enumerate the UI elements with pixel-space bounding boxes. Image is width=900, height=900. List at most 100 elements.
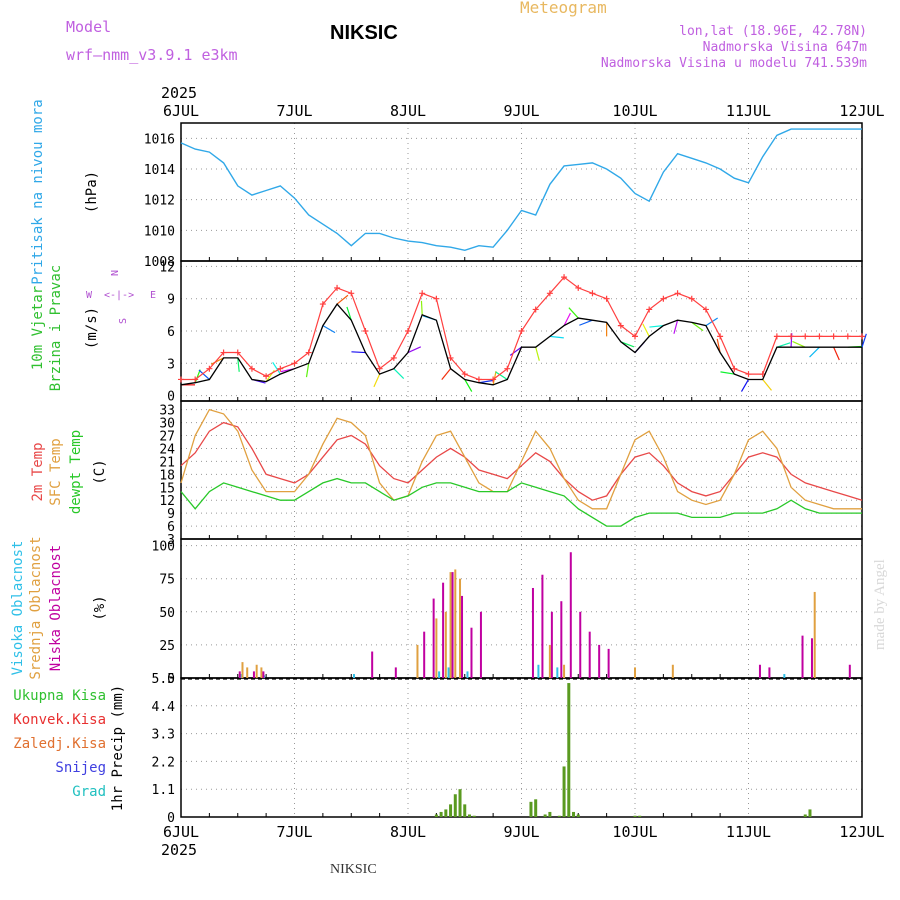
cloud-mid-bar [246, 667, 249, 678]
gust-marker [447, 354, 454, 361]
cloud-mid-bar [563, 664, 566, 678]
x-tick-label-bottom: 12JUL [839, 823, 884, 841]
x-tick-label-top: 7JUL [276, 102, 312, 120]
y-tick-label: 12 [159, 494, 175, 509]
cloud-low-bar [579, 611, 582, 678]
precip-bar [638, 815, 642, 817]
cloud-mid-bar [449, 572, 452, 678]
precip-bar [463, 804, 467, 817]
cloud-low-bar [768, 667, 771, 678]
cloud-mid-bar [671, 664, 674, 678]
precip-bar [548, 811, 552, 817]
gust-marker [305, 349, 312, 356]
cloud-mid-bar [255, 664, 258, 678]
y-tick-label: 33 [159, 404, 175, 419]
x-tick-label-bottom: 10JUL [612, 823, 657, 841]
wind-arrow [194, 369, 201, 383]
wind-arrow [441, 368, 452, 380]
wind-arrow [740, 379, 750, 392]
model-name: wrf—nmm_v3.9.1 e3km [66, 46, 238, 64]
gust-marker [632, 333, 638, 340]
gust-marker [859, 333, 865, 340]
cloud-low-bar [810, 638, 813, 678]
cloud-mid-bar [548, 644, 551, 678]
y-tick-label: 25 [159, 639, 175, 654]
gust-marker [291, 360, 298, 367]
gust-marker [830, 333, 837, 340]
gust-marker [504, 365, 511, 372]
wind-arrow [568, 307, 579, 319]
precip-bar [633, 815, 637, 817]
y-tick-label: 12 [159, 260, 175, 275]
year-label-top: 2025 [161, 84, 197, 102]
cloud-low-bar [394, 667, 397, 678]
sfc-temp-line [180, 408, 862, 510]
gust-marker [589, 290, 596, 297]
wind-arrow [351, 351, 366, 354]
wind-arrow [790, 333, 793, 348]
gust-marker [178, 376, 184, 383]
gust-marker [802, 333, 809, 340]
wind-arrow [346, 306, 352, 321]
compass-w: W [86, 290, 93, 301]
precip-legend-item: Konvek.Kisa [13, 712, 106, 728]
y-tick-label: 3 [167, 357, 175, 372]
gust-marker [263, 373, 270, 380]
y-tick-label: 100 [152, 540, 175, 555]
gust-marker [603, 295, 610, 302]
x-tick-label-bottom: 7JUL [276, 823, 312, 841]
gust-marker [674, 290, 681, 297]
cloud-mid-axis-label: Srednja Oblacnost [28, 536, 44, 679]
precip-bar [434, 814, 438, 817]
gust-marker [248, 365, 255, 372]
gust-marker [731, 365, 738, 372]
wind-arrow [464, 379, 473, 392]
wind-arrow [673, 320, 679, 334]
page-title: NIKSIC [330, 22, 398, 44]
x-tick-label-top: 6JUL [163, 102, 199, 120]
x-tick-label-bottom: 6JUL [163, 823, 199, 841]
y-tick-label: 18 [159, 468, 175, 483]
cloud-low-bar [531, 587, 534, 678]
y-tick-label: 1008 [144, 255, 175, 270]
wind-arrow [373, 373, 381, 388]
temp2m-axis-label: 2m Temp [30, 442, 46, 501]
precip-legend-item: Zaledj.Kisa [13, 736, 106, 752]
x-tick-label-top: 10JUL [612, 102, 657, 120]
wind-arrow [620, 341, 635, 348]
y-tick-label: 0 [167, 672, 175, 687]
compass-arrows: <-|-> [104, 290, 134, 301]
cloud-low-bar [432, 598, 435, 678]
wind-arrow [792, 340, 806, 348]
y-tick-label: 5.5 [152, 672, 175, 687]
cloud-low-bar [848, 664, 851, 678]
gust-marker [717, 333, 724, 340]
meteogram-label: Meteogram [520, 0, 607, 17]
gust-marker [546, 290, 553, 297]
cloud-low-bar [470, 627, 473, 678]
cloud-high-bar [352, 674, 355, 678]
wind-arrow [762, 379, 772, 391]
pressure-axis-label: Pritisak na nivou mora [30, 99, 46, 284]
wind-arrow [833, 346, 840, 361]
y-tick-label: 1.1 [152, 783, 175, 798]
dewpt-axis-label: dewpt Temp [68, 430, 84, 514]
precip-bar [567, 683, 571, 817]
wind-arrow [420, 300, 423, 315]
precip-legend-item: Grad [72, 784, 106, 800]
gust-marker [490, 376, 497, 383]
lonlat-label: lon,lat (18.96E, 42.78N) [679, 24, 867, 39]
wind-arrow [535, 346, 540, 361]
cloud-high-bar [438, 671, 441, 678]
y-tick-label: 3 [167, 533, 175, 548]
x-tick-label-bottom: 9JUL [503, 823, 539, 841]
cloud-low-bar [598, 644, 601, 678]
gust-marker [816, 333, 823, 340]
cloud-low-bar [801, 635, 804, 678]
cloud-low-bar [461, 595, 464, 678]
wind-arrow [579, 319, 593, 326]
cloud-high-axis-label: Visoka Oblacnost [10, 541, 26, 676]
cloud-low-bar [560, 601, 563, 678]
cloud-low-bar [451, 572, 454, 678]
